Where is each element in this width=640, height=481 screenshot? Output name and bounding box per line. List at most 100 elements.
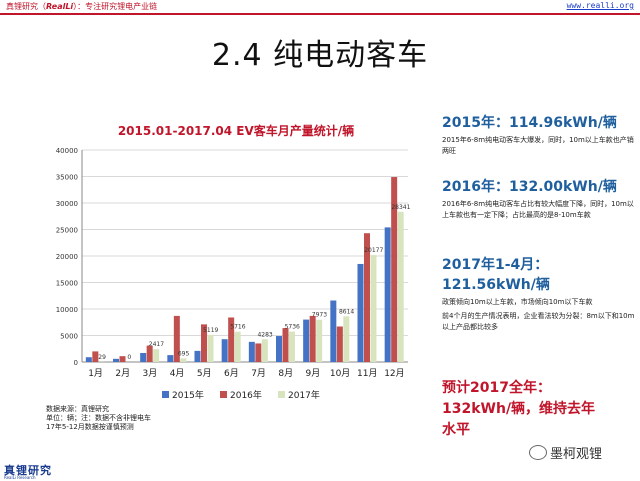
y-tick-label: 40000 bbox=[56, 147, 78, 155]
x-tick-label: 12月 bbox=[384, 368, 404, 379]
realli-logo: RealLi bbox=[46, 2, 74, 11]
bar bbox=[221, 339, 228, 362]
side-item-2015: 2015年：114.96kWh/辆 2015年6-8m纯电动客车大爆发，同时，1… bbox=[442, 112, 638, 157]
bar bbox=[384, 227, 391, 362]
side-text-2017-production: 前4个月的生产情况表明，企业看法较为分裂：8m以下和10m以上产品都比较多 bbox=[442, 312, 635, 331]
header-tagline: 真锂研究（RealLi）：专注研究锂电产业链 bbox=[6, 1, 157, 12]
legend-label: 2017年 bbox=[288, 389, 320, 401]
bar bbox=[113, 358, 119, 362]
bar bbox=[146, 345, 153, 362]
chart-notes: 数据来源：真锂研究 单位：辆；注：数据不含非锂电车 17年5-12月数据按谨慎预… bbox=[46, 405, 151, 432]
x-tick-label: 6月 bbox=[224, 368, 239, 379]
bar bbox=[85, 357, 92, 362]
bar bbox=[316, 319, 323, 362]
side-text-2015: 2015年6-8m纯电动客车大爆发，同时，10m以上车款也产销两旺 bbox=[442, 136, 634, 155]
bar bbox=[255, 343, 262, 362]
bar bbox=[261, 339, 268, 362]
bar bbox=[167, 355, 174, 362]
header-prefix: 真锂研究（ bbox=[6, 2, 46, 11]
bar bbox=[234, 331, 241, 362]
bar bbox=[173, 315, 180, 362]
data-label: 2417 bbox=[149, 341, 164, 348]
bar bbox=[180, 358, 187, 362]
bar bbox=[330, 300, 337, 362]
side-item-2016: 2016年：132.00kWh/辆 2016年6-8m纯电动客车占比有较大幅度下… bbox=[442, 176, 638, 221]
footer-logo: 真锂研究 bbox=[4, 464, 52, 477]
bar bbox=[309, 315, 316, 362]
x-tick-label: 7月 bbox=[251, 368, 266, 379]
x-tick-label: 4月 bbox=[170, 368, 185, 379]
legend-swatch bbox=[278, 391, 285, 398]
side-head-2017-line2: 121.56kWh/辆 bbox=[442, 277, 550, 293]
data-label: 4283 bbox=[257, 331, 272, 338]
x-tick-label: 8月 bbox=[278, 368, 293, 379]
bar bbox=[201, 324, 207, 362]
legend-label: 2015年 bbox=[172, 389, 204, 401]
legend-swatch bbox=[220, 391, 227, 398]
wechat-name: 墨柯观锂 bbox=[550, 447, 603, 462]
data-label: 7973 bbox=[312, 312, 327, 319]
bar bbox=[140, 352, 147, 362]
wechat-account: 墨柯观锂 bbox=[529, 443, 602, 462]
y-tick-label: 30000 bbox=[56, 200, 78, 208]
legend-swatch bbox=[162, 391, 169, 398]
bar bbox=[92, 351, 99, 362]
data-label: 28341 bbox=[391, 204, 410, 211]
x-tick-label: 11月 bbox=[357, 368, 377, 379]
data-label: 5716 bbox=[230, 324, 245, 331]
bar bbox=[276, 336, 282, 362]
side-item-2017: 2017年1-4月： 121.56kWh/辆 政策倾向10m以上车款，市场倾向1… bbox=[442, 254, 638, 333]
side-text-2017-policy: 政策倾向10m以上车款，市场倾向10m以下车款 bbox=[442, 298, 593, 306]
note-forecast: 17年5-12月数据按谨慎预测 bbox=[46, 423, 134, 431]
side-head-2015: 2015年：114.96kWh/辆 bbox=[442, 115, 617, 131]
chart-title: 2015.01-2017.04 EV客车月产量统计/辆 bbox=[117, 124, 355, 138]
data-label: 695 bbox=[178, 350, 190, 357]
data-label: 5736 bbox=[285, 324, 300, 331]
x-tick-label: 10月 bbox=[330, 368, 350, 379]
side-head-2016: 2016年：132.00kWh/辆 bbox=[442, 179, 617, 195]
x-tick-label: 1月 bbox=[88, 368, 103, 379]
chart-container: 2015.01-2017.04 EV客车月产量统计/辆 0 5000 10000 15… bbox=[42, 112, 430, 410]
x-tick-label: 5月 bbox=[197, 368, 212, 379]
bar bbox=[282, 328, 289, 362]
y-tick-label: 5000 bbox=[60, 333, 78, 341]
wechat-icon bbox=[529, 445, 547, 460]
y-tick-label: 15000 bbox=[56, 280, 78, 288]
x-tick-label: 3月 bbox=[143, 368, 158, 379]
bar bbox=[228, 317, 235, 362]
bar-chart: 0 5000 10000 15000 20000 25000 30000 35000 40000… bbox=[56, 147, 411, 401]
y-tick-label: 10000 bbox=[56, 306, 78, 314]
bar bbox=[343, 316, 350, 362]
header-suffix: ）：专注研究锂电产业链 bbox=[73, 2, 158, 11]
data-label: 0 bbox=[127, 354, 131, 361]
page-title: 2.4 纯电动客车 bbox=[211, 38, 429, 73]
forecast-line1: 预计2017全年： bbox=[442, 380, 551, 396]
data-label: 5119 bbox=[203, 327, 218, 334]
x-tick-label: 9月 bbox=[306, 368, 321, 379]
bar bbox=[289, 331, 295, 362]
forecast-line2: 132kWh/辆，维持去年 bbox=[442, 401, 596, 417]
side-head-2017-line1: 2017年1-4月： bbox=[442, 257, 549, 273]
y-tick-label: 25000 bbox=[56, 227, 78, 235]
footer-logo-sub: RealLi Research bbox=[4, 475, 36, 480]
bar bbox=[397, 211, 404, 362]
bar bbox=[248, 341, 255, 362]
side-forecast: 预计2017全年： 132kWh/辆，维持去年 水平 bbox=[442, 378, 638, 441]
bar bbox=[303, 319, 310, 362]
data-label: 20177 bbox=[364, 247, 383, 254]
x-tick-label: 2月 bbox=[115, 368, 130, 379]
bar bbox=[119, 356, 126, 362]
bar bbox=[391, 177, 398, 362]
bar bbox=[194, 350, 201, 362]
website-link[interactable]: www.realli.org bbox=[566, 1, 634, 10]
note-unit: 单位：辆；注：数据不含非锂电车 bbox=[46, 414, 151, 422]
data-label: 8614 bbox=[339, 308, 354, 315]
bar bbox=[364, 233, 370, 362]
header-divider bbox=[0, 13, 640, 15]
bar bbox=[336, 326, 343, 362]
forecast-line3: 水平 bbox=[442, 422, 470, 438]
bar bbox=[357, 263, 364, 362]
data-label: 29 bbox=[98, 354, 106, 361]
header-bar: 真锂研究（RealLi）：专注研究锂电产业链 www.realli.org bbox=[0, 0, 640, 15]
legend-label: 2016年 bbox=[230, 389, 262, 401]
